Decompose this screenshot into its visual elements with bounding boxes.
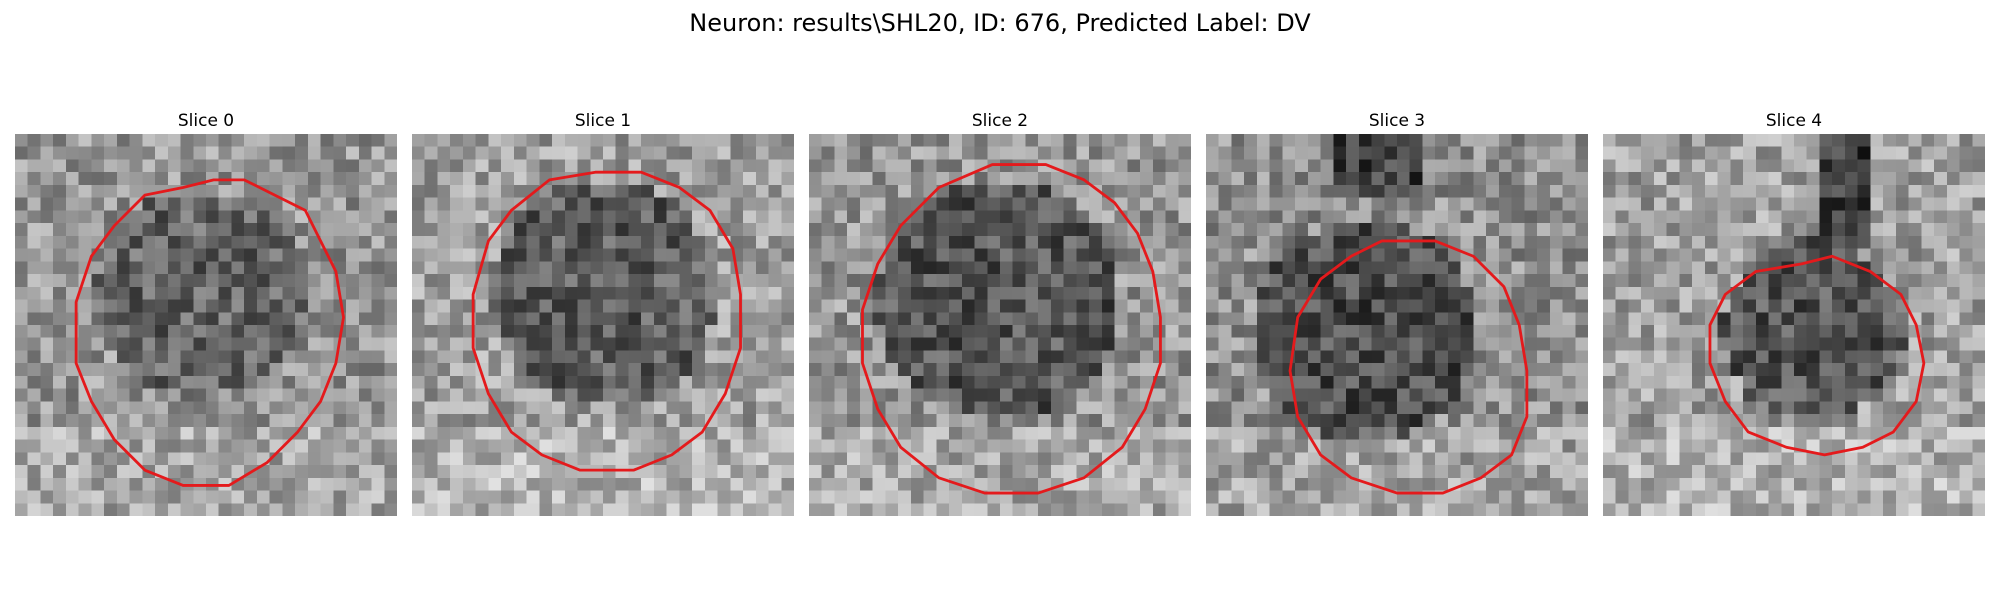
slice-image [809,134,1191,516]
slice-title: Slice 4 [1765,111,1823,131]
slice-image [412,134,794,516]
cell-contour [74,178,345,487]
cell-contour [861,163,1162,495]
figure-title: Neuron: results\SHL20, ID: 676, Predicte… [689,9,1311,37]
slice-image [15,134,397,516]
slice-title: Slice 0 [177,111,235,131]
slice-title: Slice 2 [971,111,1029,131]
slice-image [1603,134,1985,516]
cell-contour [1708,254,1926,457]
cell-contour [1288,239,1529,495]
slice-title: Slice 1 [574,111,632,131]
cell-contour [471,170,742,472]
slice-title: Slice 3 [1368,111,1426,131]
slice-image [1206,134,1588,516]
